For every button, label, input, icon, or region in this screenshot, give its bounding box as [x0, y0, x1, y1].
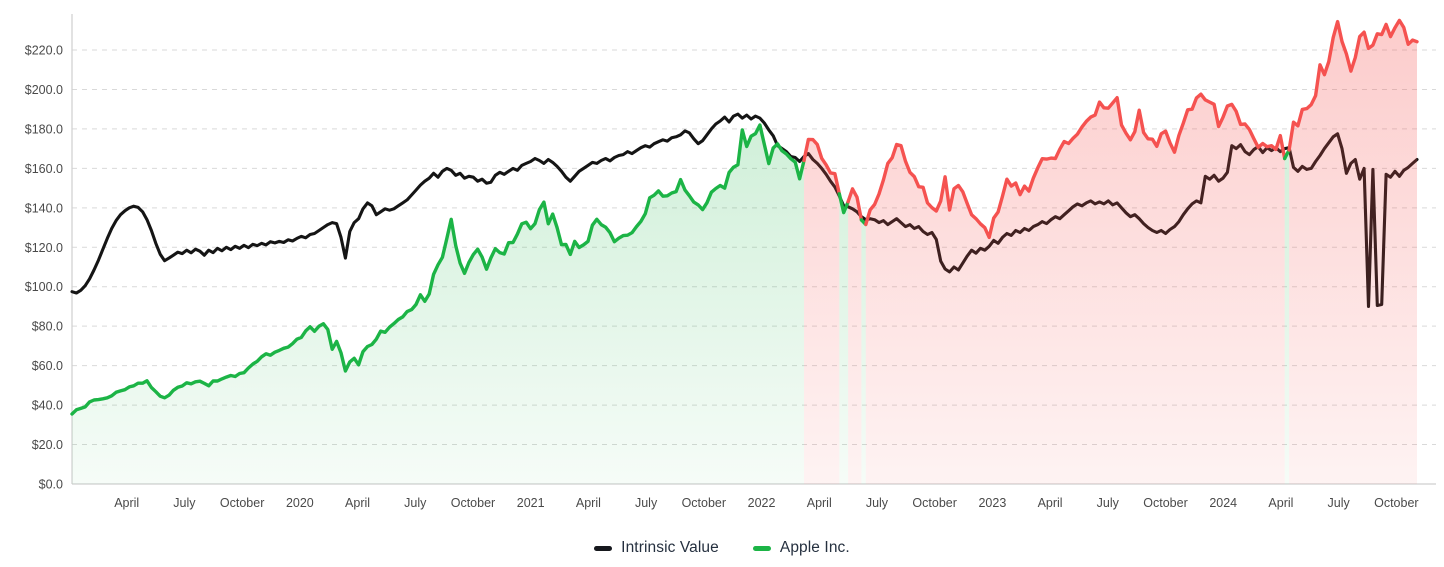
- x-axis-tick-label: July: [635, 496, 658, 510]
- stock-price-line-overvalued: [802, 137, 841, 196]
- y-axis-tick-label: $120.0: [25, 241, 63, 255]
- stock-price-line-overvalued: [846, 187, 864, 222]
- x-axis-tick-label: July: [1097, 496, 1120, 510]
- y-axis-tick-label: $200.0: [25, 83, 63, 97]
- undervalued-area-fill: [1284, 150, 1290, 484]
- x-axis-tick-label: October: [682, 496, 726, 510]
- chart-legend: Intrinsic Value Apple Inc.: [0, 533, 1444, 563]
- y-axis-tick-label: $100.0: [25, 280, 63, 294]
- x-axis-tick-label: April: [1268, 496, 1293, 510]
- x-axis-tick-label: April: [114, 496, 139, 510]
- x-axis-tick-label: October: [1143, 496, 1187, 510]
- overvalued-area-fill: [848, 188, 862, 484]
- x-axis-tick-label: 2020: [286, 496, 314, 510]
- y-axis-tick-label: $20.0: [32, 438, 63, 452]
- intrinsic-value-swatch-icon: [594, 545, 613, 551]
- stock-vs-intrinsic-chart: $0.0 $20.0 $40.0 $60.0 $80.0 $100.0 $120.0 $140…: [25, 14, 1436, 510]
- y-axis-tick-label: $40.0: [32, 399, 63, 413]
- undervalued-area-fill: [72, 125, 804, 484]
- stock-price-line-undervalued: [70, 123, 806, 416]
- y-axis-tick-label: $0.0: [39, 478, 63, 492]
- apple-inc-swatch-icon: [752, 545, 771, 551]
- stock-price-line-overvalued: [1287, 18, 1419, 152]
- overvalued-area-fill: [1289, 20, 1417, 485]
- y-axis-tick-label: $140.0: [25, 201, 63, 215]
- y-axis-tick-label: $60.0: [32, 359, 63, 373]
- x-axis-tick-label: April: [807, 496, 832, 510]
- legend-item-intrinsic-value[interactable]: Intrinsic Value: [594, 539, 719, 557]
- undervalued-area-fill: [839, 193, 849, 485]
- x-axis-tick-label: April: [576, 496, 601, 510]
- x-axis-tick-label: July: [173, 496, 196, 510]
- legend-label-intrinsic: Intrinsic Value: [621, 539, 719, 556]
- y-axis-tick-label: $220.0: [25, 44, 63, 58]
- x-axis-tick-label: 2023: [978, 496, 1006, 510]
- x-axis-tick-label: 2024: [1209, 496, 1237, 510]
- x-axis-tick-label: July: [404, 496, 427, 510]
- x-axis-tick-label: April: [345, 496, 370, 510]
- x-axis-tick-label: April: [1038, 496, 1063, 510]
- x-axis-tick-label: October: [451, 496, 495, 510]
- y-axis-tick-label: $180.0: [25, 122, 63, 136]
- overvalued-area-fill: [804, 139, 840, 484]
- x-axis-tick-label: 2021: [517, 496, 545, 510]
- y-axis-tick-label: $160.0: [25, 162, 63, 176]
- legend-item-apple-inc[interactable]: Apple Inc.: [752, 539, 850, 557]
- x-axis-tick-label: October: [220, 496, 264, 510]
- stock-price-line-undervalued: [837, 192, 850, 215]
- undervalued-area-fill: [861, 219, 866, 484]
- overvalued-area-fill: [865, 94, 1285, 484]
- x-axis-tick-label: July: [1328, 496, 1351, 510]
- x-axis-tick-label: October: [912, 496, 956, 510]
- stock-price-line-overvalued: [864, 92, 1287, 240]
- legend-label-stock: Apple Inc.: [779, 539, 850, 556]
- x-axis-tick-label: July: [866, 496, 889, 510]
- price-chart-svg: $0.0 $20.0 $40.0 $60.0 $80.0 $100.0 $120.0 $140…: [25, 14, 1436, 510]
- y-axis-tick-label: $80.0: [32, 320, 63, 334]
- x-axis-tick-label: 2022: [748, 496, 776, 510]
- x-axis-tick-label: October: [1374, 496, 1418, 510]
